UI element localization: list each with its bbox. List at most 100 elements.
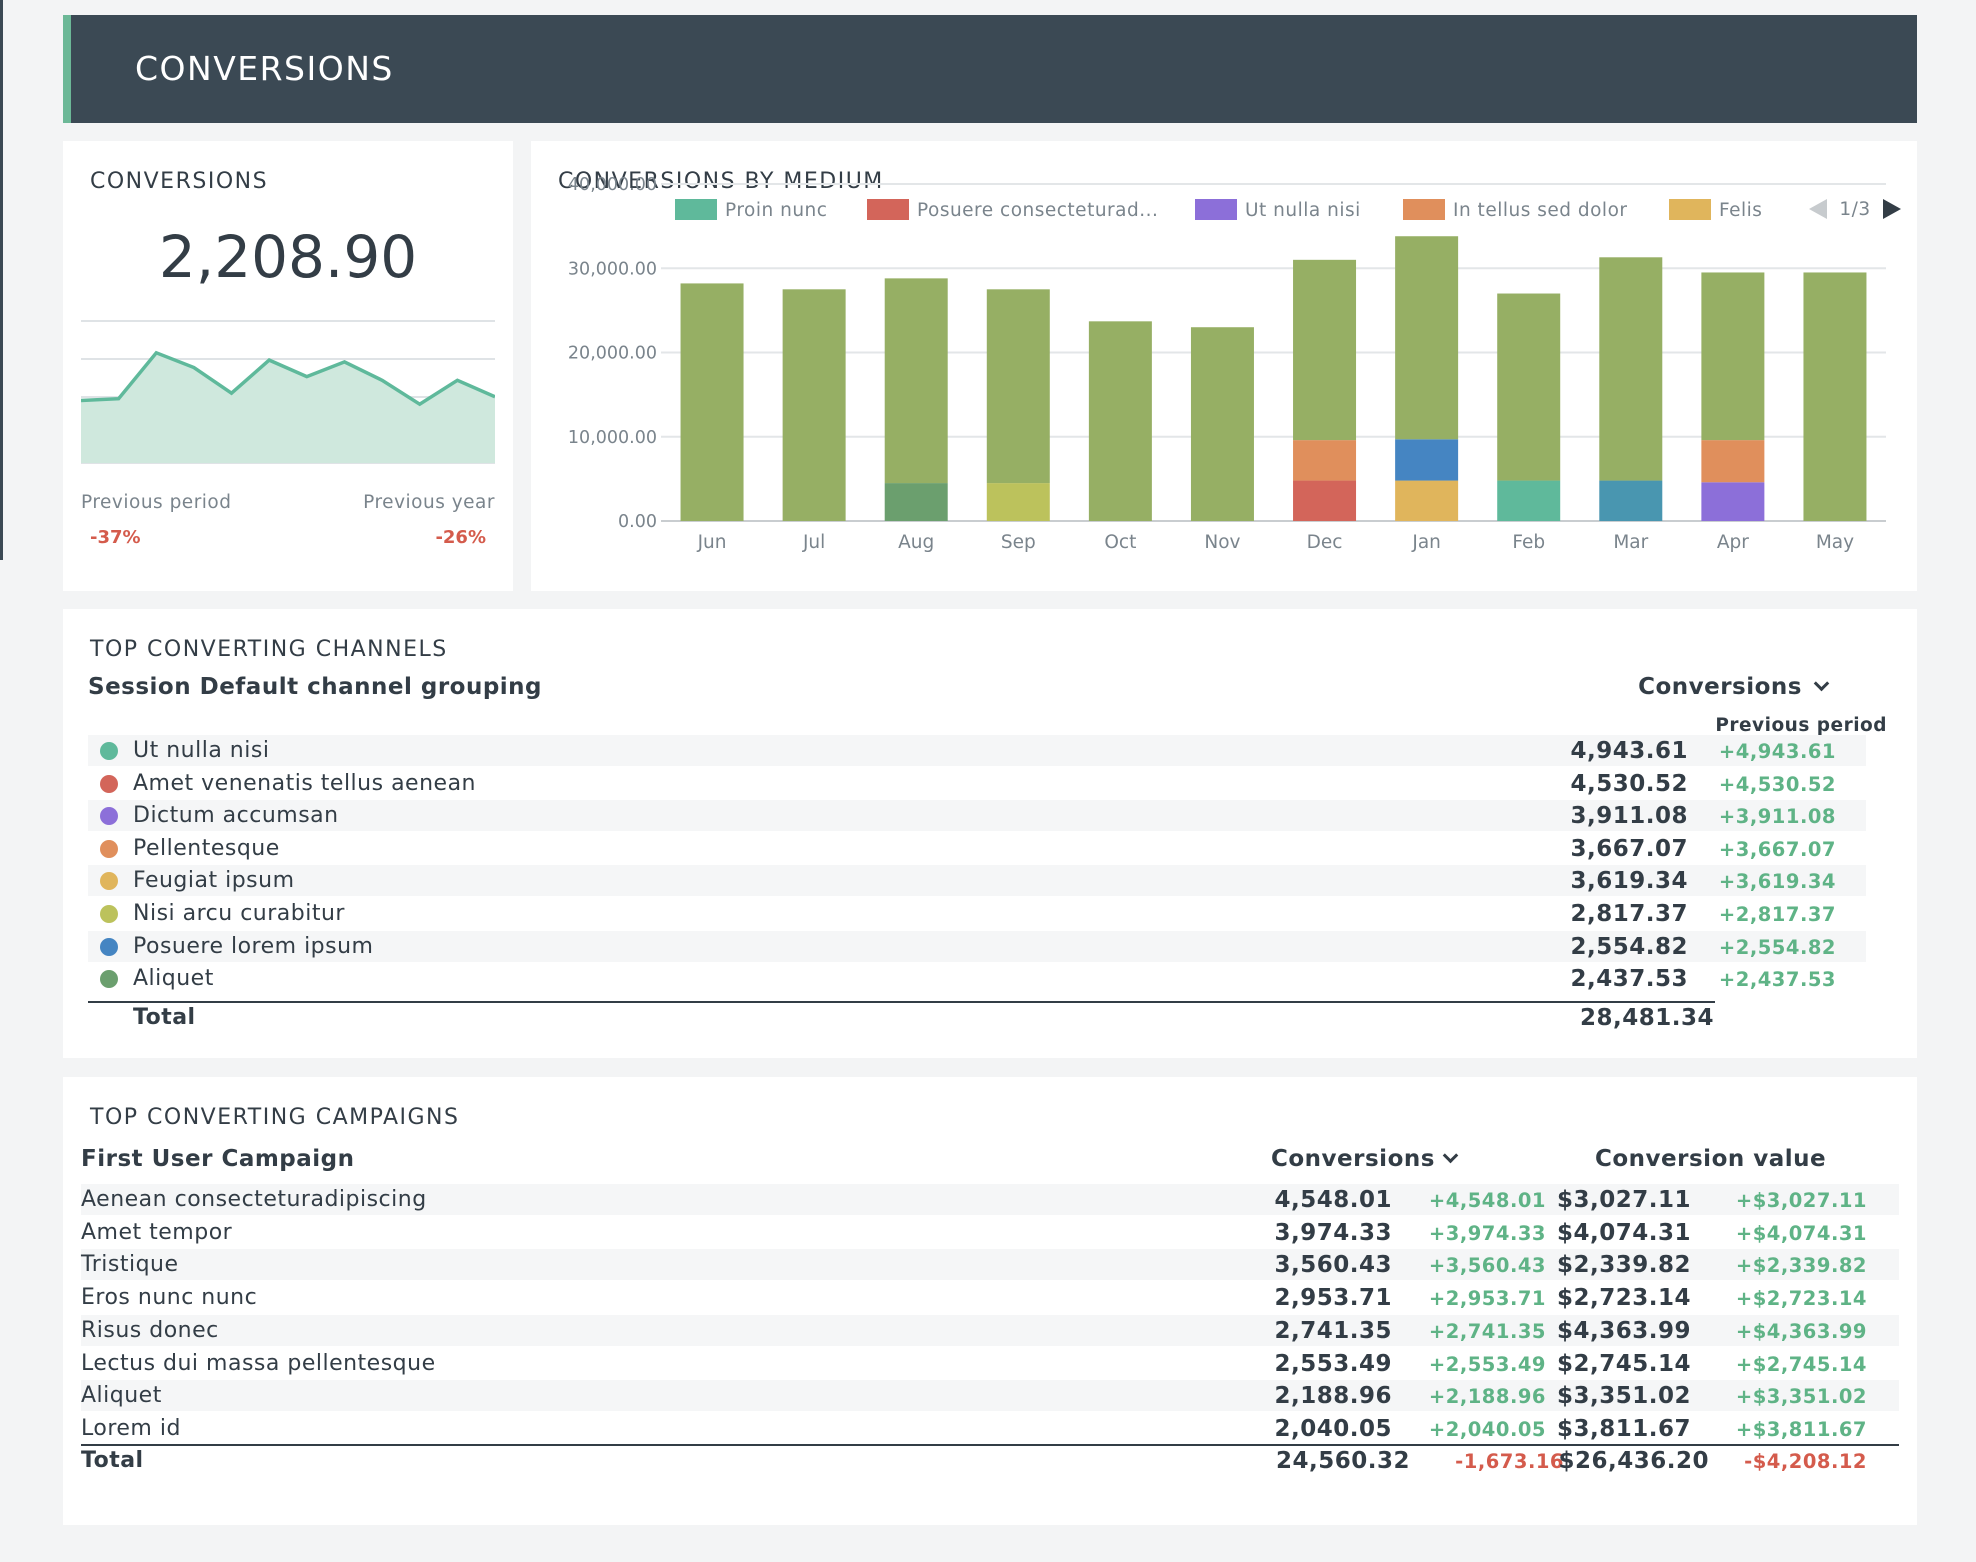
x-tick-label: Sep xyxy=(1001,532,1036,553)
table-row[interactable]: Lectus dui massa pellentesque 2,553.49 +2,… xyxy=(81,1348,1899,1379)
bar-segment-jan[interactable] xyxy=(1395,236,1459,440)
channel-delta: +3,911.08 xyxy=(1718,805,1836,829)
legend-next-icon[interactable] xyxy=(1883,199,1902,219)
campaign-conversions-delta: +2,040.05 xyxy=(1428,1417,1546,1441)
campaigns-total-conversions: 24,560.32 xyxy=(1276,1448,1410,1474)
channel-conversions: 2,554.82 xyxy=(1570,933,1688,960)
legend-swatch xyxy=(1195,199,1237,220)
campaign-value: $4,363.99 xyxy=(1557,1317,1691,1344)
channels-dimension-header: Session Default channel grouping xyxy=(88,674,543,700)
x-tick-label: Jul xyxy=(802,532,825,553)
campaign-conversions: 2,953.71 xyxy=(1274,1285,1392,1312)
bar-segment-oct[interactable] xyxy=(1088,321,1152,521)
legend-swatch xyxy=(1403,199,1445,220)
legend-swatch xyxy=(675,199,717,220)
campaigns-conversions-header[interactable]: Conversions xyxy=(1271,1146,1459,1172)
bar-segment-jul[interactable] xyxy=(782,289,846,521)
bar-segment-jan[interactable] xyxy=(1395,439,1459,481)
bar-segment-apr[interactable] xyxy=(1701,440,1765,483)
bar-segment-aug[interactable] xyxy=(884,278,948,484)
bar-segment-may[interactable] xyxy=(1803,272,1867,521)
bar-segment-mar[interactable] xyxy=(1599,480,1663,521)
table-row[interactable]: Aenean consecteturadipiscing 4,548.01 +4,5… xyxy=(81,1184,1899,1215)
channel-name: Dictum accumsan xyxy=(133,803,339,829)
bar-segment-jun[interactable] xyxy=(680,283,744,521)
table-row[interactable]: Amet tempor 3,974.33 +3,974.33 $4,074.31 +$4… xyxy=(81,1217,1899,1248)
bar-segment-apr[interactable] xyxy=(1701,272,1765,441)
bar-segment-aug[interactable] xyxy=(884,483,948,521)
campaign-conversions-delta: +4,548.01 xyxy=(1428,1189,1546,1212)
legend-item-proin-nunc[interactable]: Proin nunc xyxy=(675,199,827,221)
bar-segment-mar[interactable] xyxy=(1599,257,1663,481)
campaign-name: Lorem id xyxy=(81,1415,181,1441)
table-row[interactable]: Dictum accumsan 3,911.08 +3,911.08 xyxy=(88,800,1866,832)
table-row[interactable]: Aliquet 2,188.96 +2,188.96 $3,351.02 +$3,351… xyxy=(81,1380,1899,1412)
table-row[interactable]: Risus donec 2,741.35 +2,741.35 $4,363.99 +$4… xyxy=(81,1314,1899,1346)
x-tick-label: Feb xyxy=(1512,532,1545,553)
campaign-conversions: 3,560.43 xyxy=(1274,1252,1392,1279)
medium-chart-card: CONVERSIONS BY MEDIUM Proin nunc Posuere… xyxy=(531,141,1917,591)
table-row[interactable]: Ut nulla nisi 4,943.61 +4,943.61 xyxy=(88,735,1866,766)
left-edge-rule xyxy=(0,0,3,560)
bar-segment-feb[interactable] xyxy=(1497,293,1561,481)
channel-conversions: 3,911.08 xyxy=(1570,803,1688,830)
campaigns-dimension-header: First User Campaign xyxy=(81,1146,355,1172)
bar-segment-nov[interactable] xyxy=(1190,327,1254,521)
bar-segment-jan[interactable] xyxy=(1395,480,1459,521)
bar-segment-sep[interactable] xyxy=(986,483,1050,521)
previous-year-value: -26% xyxy=(435,527,486,548)
chevron-down-icon xyxy=(1813,675,1830,692)
table-row[interactable]: Posuere lorem ipsum 2,554.82 +2,554.82 xyxy=(88,930,1866,962)
table-row[interactable]: Feugiat ipsum 3,619.34 +3,619.34 xyxy=(88,865,1866,897)
bar-segment-apr[interactable] xyxy=(1701,482,1765,521)
campaign-conversions: 4,548.01 xyxy=(1274,1187,1392,1213)
legend-item-ut-nulla-nisi[interactable]: Ut nulla nisi xyxy=(1195,199,1361,221)
campaigns-title: TOP CONVERTING CAMPAIGNS xyxy=(90,1105,460,1130)
channel-color-dot xyxy=(100,937,118,956)
channels-title: TOP CONVERTING CHANNELS xyxy=(90,637,448,662)
y-tick-label: 40,000.00 xyxy=(568,175,657,195)
channel-conversions: 2,817.37 xyxy=(1570,901,1688,927)
table-row[interactable]: Aliquet 2,437.53 +2,437.53 xyxy=(88,963,1866,994)
bar-segment-sep[interactable] xyxy=(986,289,1050,484)
channel-conversions: 3,667.07 xyxy=(1570,835,1688,862)
channels-total-divider xyxy=(88,1001,1715,1003)
bar-segment-dec[interactable] xyxy=(1293,440,1357,481)
legend-item-in-tellus[interactable]: In tellus sed dolor xyxy=(1403,199,1628,221)
x-tick-label: May xyxy=(1816,532,1854,553)
channel-color-dot xyxy=(100,774,118,793)
bar-segment-feb[interactable] xyxy=(1497,480,1561,521)
legend-prev-icon[interactable] xyxy=(1809,199,1827,219)
legend-item-felis[interactable]: Felis xyxy=(1669,199,1762,221)
x-tick-label: Oct xyxy=(1104,532,1136,553)
bar-segment-dec[interactable] xyxy=(1293,259,1357,441)
channel-color-dot xyxy=(100,970,118,989)
campaign-conversions: 3,974.33 xyxy=(1274,1219,1392,1246)
chart-title: CONVERSIONS BY MEDIUM xyxy=(558,169,884,194)
campaign-value: $4,074.31 xyxy=(1557,1219,1691,1246)
kpi-card: CONVERSIONS 2,208.90 Previous period Pre… xyxy=(63,141,513,591)
table-row[interactable]: Tristique 3,560.43 +3,560.43 $2,339.82 +$2,3… xyxy=(81,1249,1899,1281)
channel-name: Aliquet xyxy=(133,966,214,992)
table-row[interactable]: Amet venenatis tellus aenean 4,530.52 +4,5… xyxy=(88,768,1866,799)
legend-item-posuere[interactable]: Posuere consecteturad... xyxy=(867,199,1158,221)
campaign-value: $3,811.67 xyxy=(1557,1415,1691,1442)
campaign-value-delta: +$4,363.99 xyxy=(1735,1319,1867,1343)
channel-delta: +3,619.34 xyxy=(1718,870,1836,894)
previous-period-label: Previous period xyxy=(81,492,232,513)
sparkline-chart xyxy=(81,320,495,464)
bar-segment-dec[interactable] xyxy=(1293,480,1357,521)
channel-name: Posuere lorem ipsum xyxy=(133,933,374,959)
table-row[interactable]: Pellentesque 3,667.07 +3,667.07 xyxy=(88,833,1866,864)
campaigns-value-header[interactable]: Conversion value xyxy=(1595,1146,1827,1172)
channels-sort-header[interactable]: Conversions xyxy=(1638,674,1830,700)
table-row[interactable]: Eros nunc nunc 2,953.71 +2,953.71 $2,723.14… xyxy=(81,1282,1899,1313)
channels-compare-header: Previous period xyxy=(1715,715,1887,736)
table-row[interactable]: Lorem id 2,040.05 +2,040.05 $3,811.67 +$3,81… xyxy=(81,1413,1899,1444)
campaign-conversions-delta: +3,974.33 xyxy=(1428,1221,1546,1245)
x-tick-label: Jun xyxy=(697,532,727,553)
channel-delta: +4,943.61 xyxy=(1718,740,1836,763)
x-tick-label: Jan xyxy=(1411,532,1441,553)
previous-year-label: Previous year xyxy=(363,492,495,513)
table-row[interactable]: Nisi arcu curabitur 2,817.37 +2,817.37 xyxy=(88,898,1866,929)
